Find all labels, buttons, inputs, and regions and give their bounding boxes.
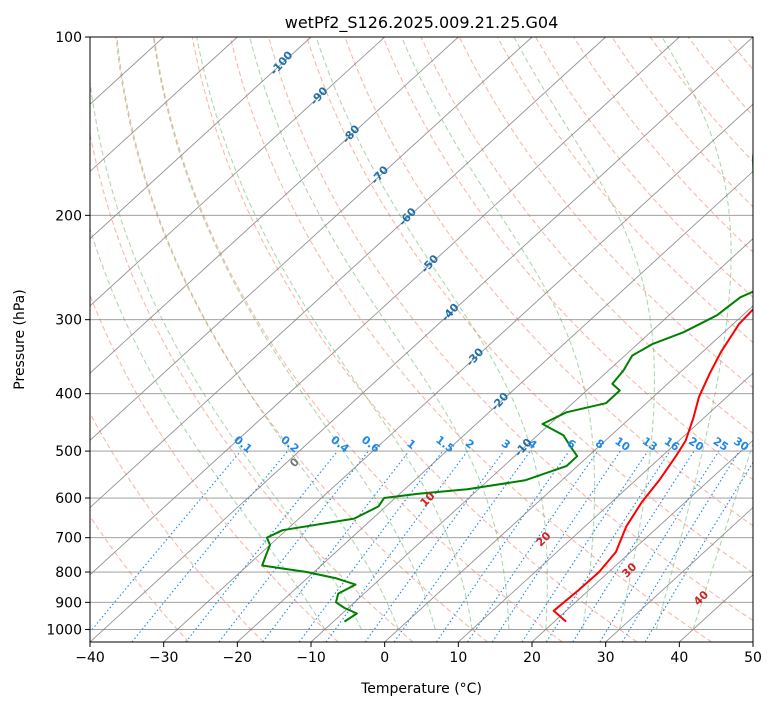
- y-tick-label: 600: [55, 491, 82, 507]
- x-tick-label: 30: [597, 650, 615, 666]
- y-tick-label: 900: [55, 595, 82, 611]
- x-tick-label: −20: [223, 650, 253, 666]
- x-axis-title: Temperature (°C): [360, 681, 482, 697]
- plot-frame: [89, 36, 754, 643]
- y-tick-label: 400: [55, 387, 82, 403]
- y-tick-label: 700: [55, 531, 82, 547]
- x-tick-label: −10: [296, 650, 326, 666]
- x-tick-label: 20: [523, 650, 541, 666]
- y-tick-label: 800: [55, 565, 82, 581]
- moist-adiabat-lines: [90, 37, 753, 630]
- pressure-gridlines: [90, 37, 753, 630]
- temperature-profile-line: [552, 307, 753, 623]
- x-tick-label: 50: [744, 650, 762, 666]
- y-tick-label: 500: [55, 444, 82, 460]
- x-tick-label: 40: [670, 650, 688, 666]
- x-tick-label: −30: [149, 650, 179, 666]
- y-tick-label: 200: [55, 208, 82, 224]
- y-axis-ticks: 100 200 300 400 500 600 700 800 900 1000: [46, 30, 90, 638]
- chart-title: wetPf2_S126.2025.009.21.25.G04: [285, 13, 559, 33]
- x-tick-label: 0: [380, 650, 389, 666]
- plot-area: [90, 37, 753, 642]
- x-axis-ticks: −40 −30 −20 −10 0 10 20 30 40 50: [75, 642, 762, 666]
- isotherm-lines: [90, 37, 753, 642]
- y-tick-label: 100: [55, 30, 82, 46]
- sounding-series: [261, 145, 753, 623]
- x-tick-label: 10: [449, 650, 467, 666]
- y-axis-title: Pressure (hPa): [12, 289, 28, 389]
- dewpoint-profile-line: [261, 145, 753, 623]
- y-tick-label: 300: [55, 313, 82, 329]
- y-tick-label: 1000: [46, 622, 82, 638]
- x-tick-label: −40: [75, 650, 105, 666]
